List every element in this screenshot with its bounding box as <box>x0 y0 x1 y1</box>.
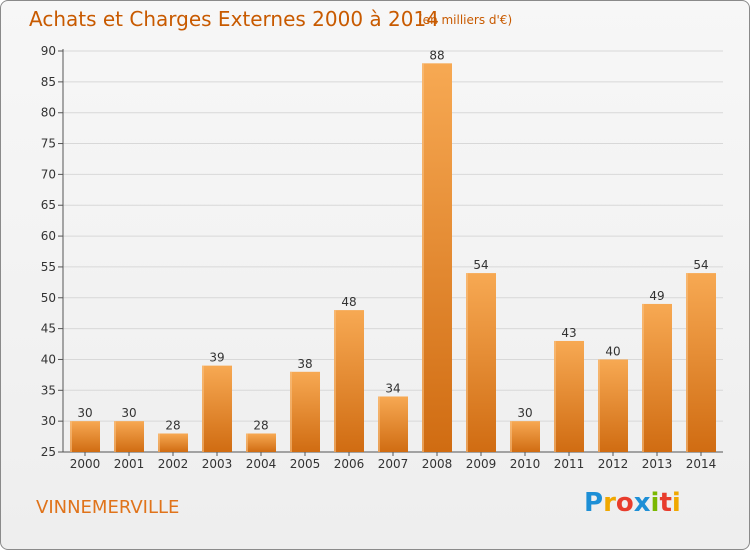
value-label-2008: 88 <box>429 48 444 62</box>
x-tick-label-2002: 2002 <box>158 457 189 471</box>
bar-highlight-2014 <box>686 273 688 452</box>
x-tick-label-2010: 2010 <box>510 457 541 471</box>
bar-highlight-2010 <box>510 421 512 452</box>
value-label-2004: 28 <box>253 418 268 432</box>
commune-name: VINNEMERVILLE <box>36 497 180 518</box>
y-tick-label: 90 <box>41 44 56 58</box>
value-label-2009: 54 <box>473 258 488 272</box>
bar-2002 <box>158 433 188 452</box>
bar-highlight-2003 <box>202 365 204 452</box>
x-tick-label-2008: 2008 <box>422 457 453 471</box>
bar-2009 <box>466 273 496 452</box>
y-tick-label: 45 <box>41 322 56 336</box>
y-tick-label: 40 <box>41 352 56 366</box>
bar-2000 <box>70 421 100 452</box>
y-tick-label: 50 <box>41 291 56 305</box>
x-tick-label-2003: 2003 <box>202 457 233 471</box>
y-tick-label: 70 <box>41 167 56 181</box>
value-label-2002: 28 <box>165 418 180 432</box>
bar-2008 <box>422 63 452 452</box>
y-tick-label: 65 <box>41 198 56 212</box>
labels: 25 30 35 40 45 50 55 60 65 70 75 80 85 90 30 2000 30 2001… <box>41 44 717 471</box>
y-tick-label: 85 <box>41 75 56 89</box>
bar-2007 <box>378 396 408 452</box>
y-tick-label: 35 <box>41 383 56 397</box>
x-tick-label-2011: 2011 <box>554 457 585 471</box>
value-label-2010: 30 <box>517 406 532 420</box>
y-tick-label: 60 <box>41 229 56 243</box>
value-label-2003: 39 <box>209 351 224 365</box>
value-label-2001: 30 <box>121 406 136 420</box>
bar-highlight-2007 <box>378 396 380 452</box>
y-tick-label: 30 <box>41 414 56 428</box>
bar-2010 <box>510 421 540 452</box>
y-tick-label: 25 <box>41 445 56 459</box>
bar-2005 <box>290 371 320 452</box>
bar-highlight-2002 <box>158 433 160 452</box>
bar-highlight-2012 <box>598 359 600 452</box>
x-tick-label-2005: 2005 <box>290 457 321 471</box>
bar-2011 <box>554 340 584 452</box>
value-label-2005: 38 <box>297 357 312 371</box>
y-tick-label: 80 <box>41 106 56 120</box>
x-tick-label-2012: 2012 <box>598 457 629 471</box>
value-label-2006: 48 <box>341 295 356 309</box>
value-label-2007: 34 <box>385 381 400 395</box>
x-tick-label-2013: 2013 <box>642 457 673 471</box>
bar-highlight-2000 <box>70 421 72 452</box>
value-label-2012: 40 <box>605 344 620 358</box>
bar-2006 <box>334 310 364 452</box>
value-label-2011: 43 <box>561 326 576 340</box>
bar-highlight-2004 <box>246 433 248 452</box>
x-tick-label-2006: 2006 <box>334 457 365 471</box>
x-tick-label-2009: 2009 <box>466 457 497 471</box>
bar-highlight-2013 <box>642 303 644 452</box>
bar-2012 <box>598 359 628 452</box>
x-tick-label-2007: 2007 <box>378 457 409 471</box>
value-label-2013: 49 <box>649 289 664 303</box>
x-tick-label-2004: 2004 <box>246 457 277 471</box>
x-tick-label-2000: 2000 <box>70 457 101 471</box>
x-tick-label-2014: 2014 <box>686 457 717 471</box>
bar-highlight-2001 <box>114 421 116 452</box>
bar-highlight-2011 <box>554 340 556 452</box>
chart-title: Achats et Charges Externes 2000 à 2014 <box>29 7 439 31</box>
bar-2003 <box>202 365 232 452</box>
bar-highlight-2005 <box>290 371 292 452</box>
proxiti-logo: Proxiti <box>584 488 681 518</box>
value-label-2014: 54 <box>693 258 708 272</box>
x-tick-label-2001: 2001 <box>114 457 145 471</box>
bar-2014 <box>686 273 716 452</box>
bar-2013 <box>642 303 672 452</box>
bar-highlight-2009 <box>466 273 468 452</box>
chart-unit: (en milliers d'€) <box>418 13 513 27</box>
bar-highlight-2006 <box>334 310 336 452</box>
value-label-2000: 30 <box>77 406 92 420</box>
bars <box>70 63 716 452</box>
bar-2001 <box>114 421 144 452</box>
bar-highlight-2008 <box>422 63 424 452</box>
y-tick-label: 55 <box>41 260 56 274</box>
bar-2004 <box>246 433 276 452</box>
y-tick-label: 75 <box>41 137 56 151</box>
